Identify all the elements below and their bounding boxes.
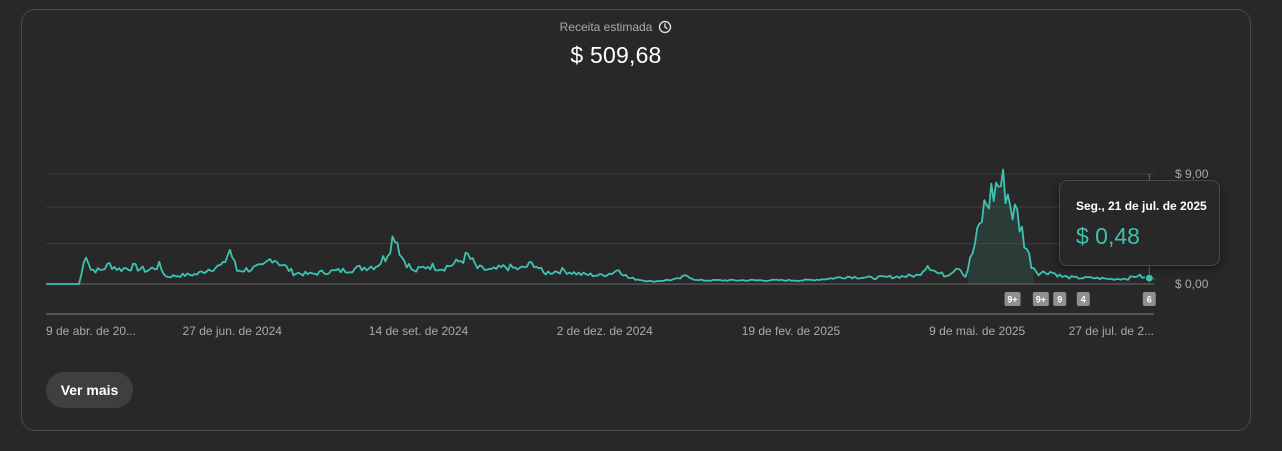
y-tick-label: $ 9,00 xyxy=(1175,167,1209,181)
revenue-card xyxy=(21,9,1251,431)
annotation-badge xyxy=(1032,292,1049,306)
metric-label-row: Receita estimada xyxy=(560,20,673,34)
x-tick-label: 9 de abr. de 20... xyxy=(46,324,136,338)
annotation-badge-label: 9+ xyxy=(1036,295,1046,305)
annotation-badge-label: 9+ xyxy=(1007,295,1017,305)
y-tick-label: $ 0,00 xyxy=(1175,277,1209,291)
x-tick-label: 2 de dez. de 2024 xyxy=(557,324,653,338)
metric-header: Receita estimada $ 509,68 xyxy=(0,18,1232,69)
see-more-button[interactable]: Ver mais xyxy=(46,372,133,408)
x-tick-label: 9 de mai. de 2025 xyxy=(929,324,1025,338)
spike-area xyxy=(967,169,1034,284)
series-line xyxy=(46,168,1155,285)
tooltip-value: $ 0,48 xyxy=(1076,223,1140,249)
annotation-badge-label: 6 xyxy=(1147,295,1152,305)
x-tick-label: 19 de fev. de 2025 xyxy=(742,324,841,338)
x-tick-label: 27 de jun. de 2024 xyxy=(183,324,283,338)
clock-icon[interactable] xyxy=(658,20,672,34)
tooltip-date: Seg., 21 de jul. de 2025 xyxy=(1076,199,1207,213)
metric-value: $ 509,68 xyxy=(570,42,662,68)
annotation-badge-label: 4 xyxy=(1081,295,1086,305)
highlight-point xyxy=(1144,273,1154,283)
annotation-badge xyxy=(1053,292,1067,306)
x-tick-label: 14 de set. de 2024 xyxy=(369,324,469,338)
metric-label: Receita estimada xyxy=(559,20,653,34)
annotation-badge xyxy=(1076,292,1090,306)
annotation-badge-label: 9 xyxy=(1057,295,1062,305)
x-tick-label: 27 de jul. de 2... xyxy=(1069,324,1154,338)
annotation-badge xyxy=(1142,292,1156,306)
annotation-badge xyxy=(1004,292,1021,306)
chart-tooltip: Seg., 21 de jul. de 2025 $ 0,48 xyxy=(1059,180,1220,266)
